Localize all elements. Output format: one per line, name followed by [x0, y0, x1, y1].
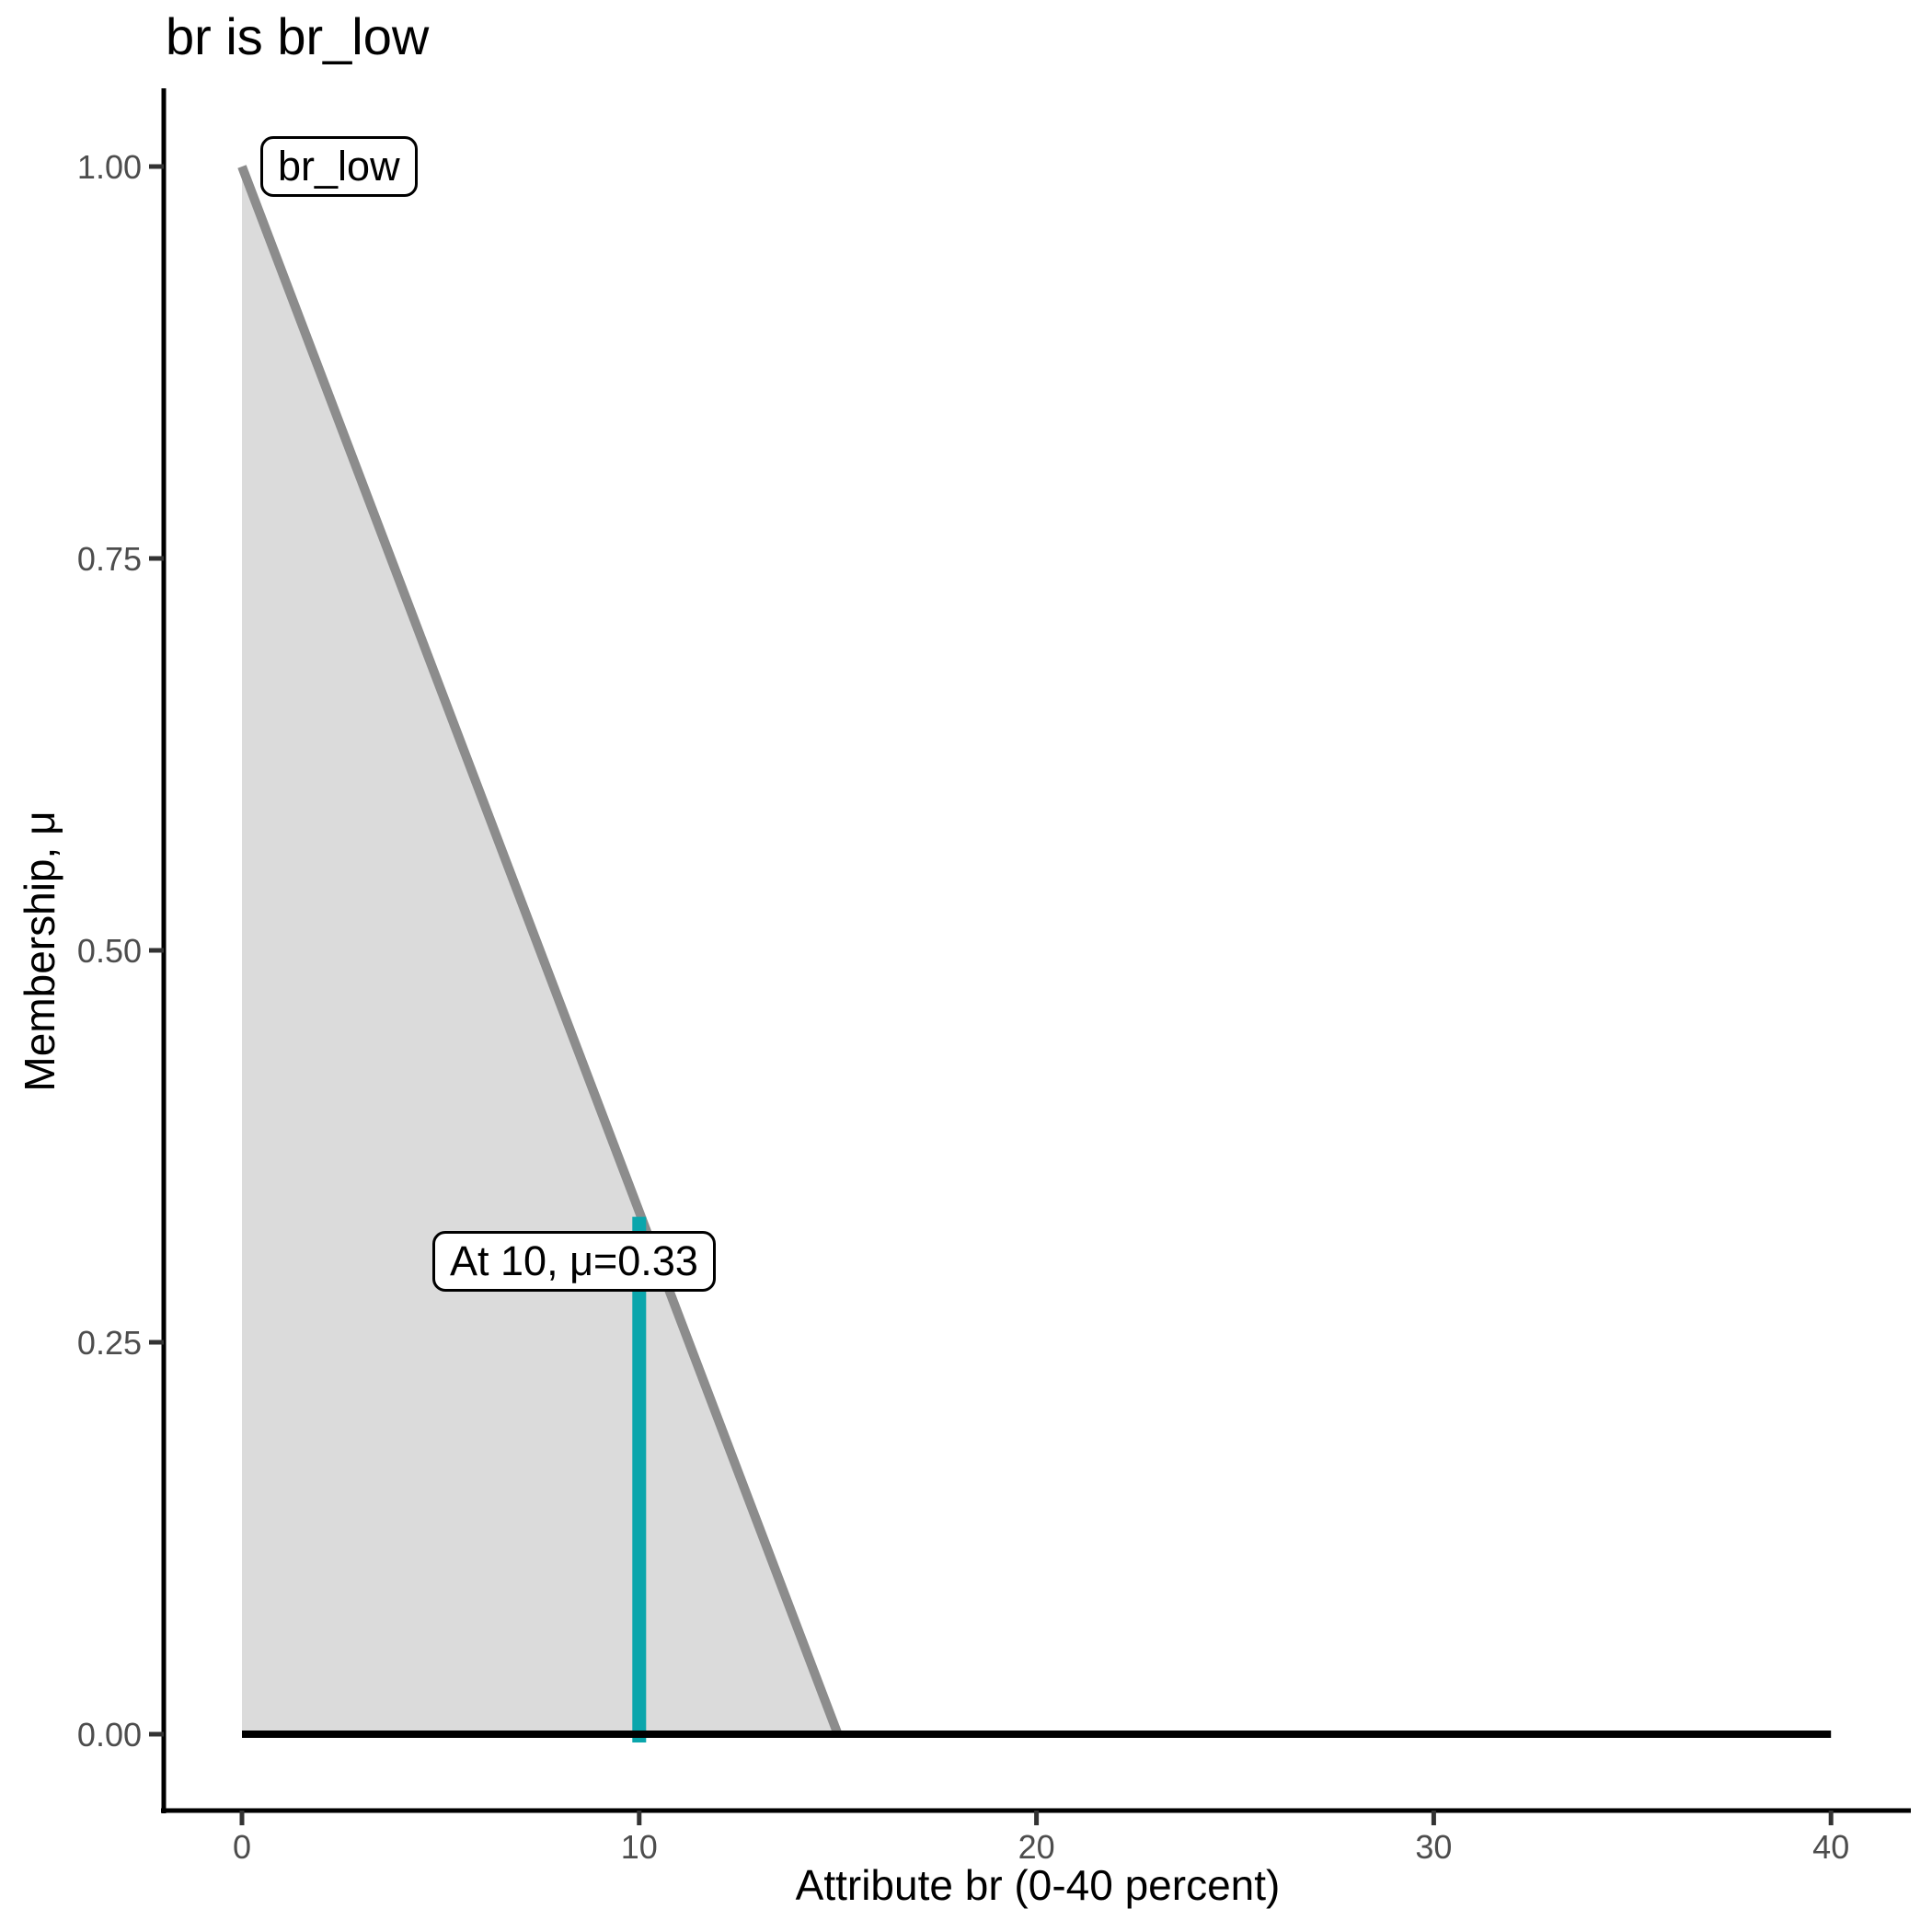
y-tick-label: 1.00 — [77, 148, 142, 186]
annotation-text: br_low — [278, 143, 400, 190]
annotation-br-low: br_low — [260, 136, 418, 197]
y-tick-label: 0.50 — [77, 932, 142, 970]
x-tick-label: 40 — [1812, 1828, 1849, 1866]
annotation-text: At 10, μ=0.33 — [450, 1237, 698, 1284]
x-tick-label: 10 — [621, 1828, 658, 1866]
y-tick-label: 0.00 — [77, 1716, 142, 1754]
y-tick-label: 0.25 — [77, 1324, 142, 1362]
x-tick-label: 0 — [233, 1828, 251, 1866]
y-tick-label: 0.75 — [77, 540, 142, 578]
x-axis-title: Attribute br (0-40 percent) — [795, 1861, 1281, 1909]
y-axis-title: Membership, μ — [16, 811, 63, 1092]
annotation-at-10: At 10, μ=0.33 — [432, 1231, 716, 1292]
x-tick-label: 20 — [1018, 1828, 1055, 1866]
chart-title: br is br_low — [166, 7, 430, 65]
x-tick-label: 30 — [1415, 1828, 1452, 1866]
membership-line — [237, 165, 843, 1736]
